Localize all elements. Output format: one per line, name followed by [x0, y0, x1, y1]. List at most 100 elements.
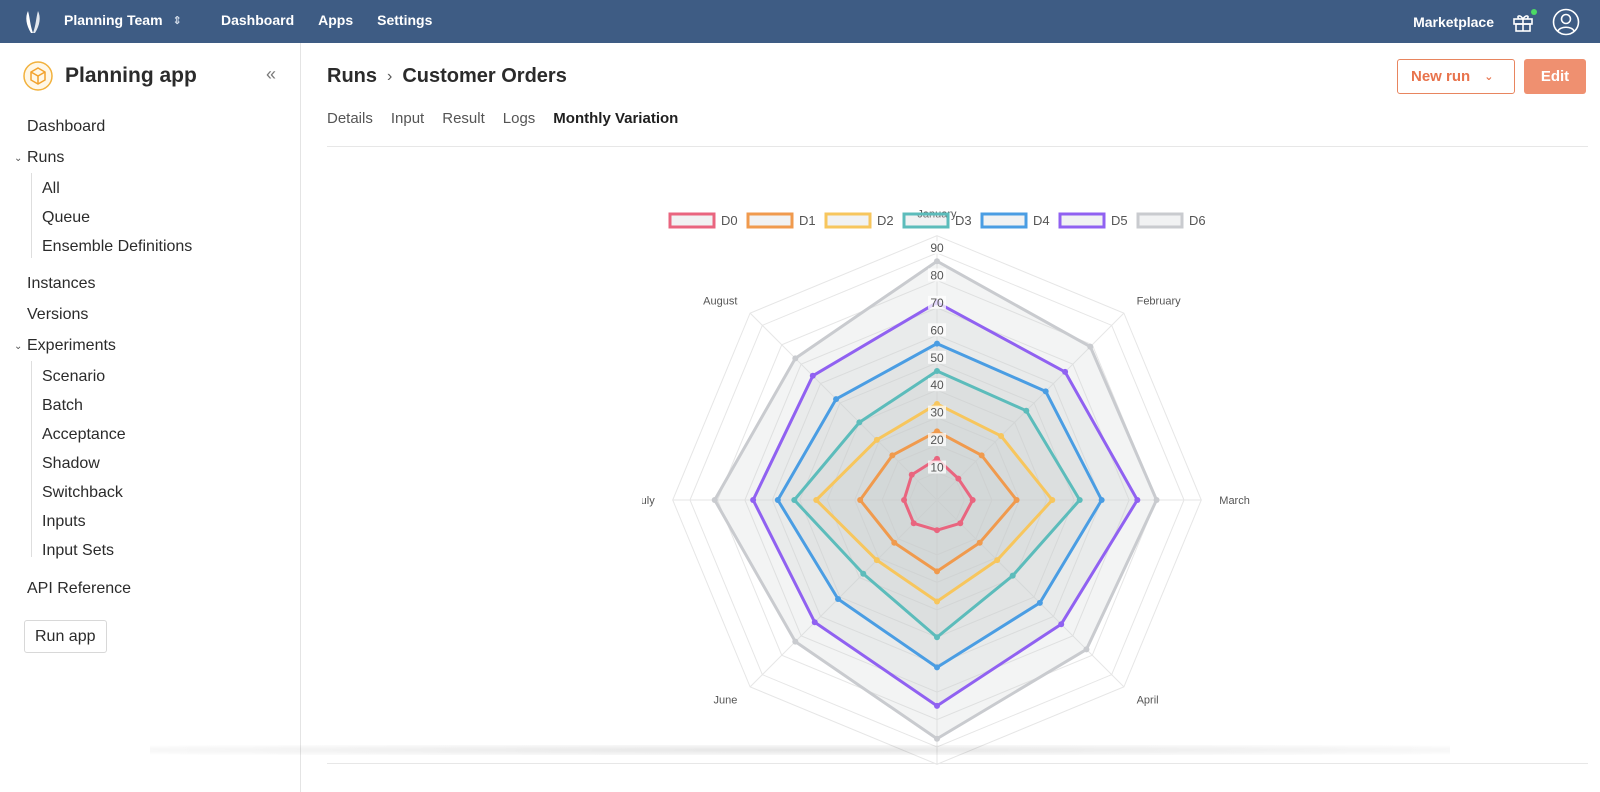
data-point — [873, 557, 880, 564]
edit-button[interactable]: Edit — [1524, 59, 1586, 94]
app-header: Planning app — [23, 61, 197, 91]
data-point — [910, 520, 917, 527]
chevron-right-icon: › — [387, 67, 393, 85]
legend-label: D4 — [1033, 213, 1050, 228]
legend-label: D6 — [1189, 213, 1206, 228]
category-label: April — [1137, 695, 1159, 707]
tick-label-bg — [928, 350, 946, 364]
data-point — [934, 368, 940, 375]
tick-label: 90 — [930, 241, 944, 255]
legend-swatch — [746, 212, 794, 229]
breadcrumb-runs[interactable]: Runs — [327, 65, 377, 87]
topnav-settings[interactable]: Settings — [377, 12, 433, 28]
topnav-dashboard[interactable]: Dashboard — [221, 12, 295, 28]
chevron-up-down-icon: ⇕ — [172, 14, 182, 27]
sidebar-item-api-reference[interactable]: API Reference — [27, 580, 132, 597]
tick-label-bg — [928, 268, 946, 282]
data-point — [901, 497, 908, 503]
data-point — [860, 570, 867, 577]
sidebar-item-versions[interactable]: Versions — [27, 306, 89, 323]
data-point — [994, 557, 1001, 564]
monthly-variation-radar-chart: 102030405060708090JanuaryFebruaryMarchAp… — [642, 209, 1250, 765]
collapse-sidebar-icon[interactable]: « — [265, 64, 276, 84]
run-app-button[interactable]: Run app — [24, 620, 107, 653]
sidebar-item-acceptance[interactable]: Acceptance — [42, 426, 126, 443]
data-point — [1049, 497, 1056, 503]
tab-input[interactable]: Input — [390, 110, 425, 127]
data-point — [908, 471, 915, 478]
data-point — [978, 452, 985, 459]
data-point — [934, 702, 940, 709]
tick-label-bg — [928, 405, 946, 419]
sidebar-item-shadow[interactable]: Shadow — [42, 455, 100, 472]
sidebar-item-runs-queue[interactable]: Queue — [42, 209, 91, 226]
tab-details[interactable]: Details — [327, 110, 373, 127]
sidebar-item-scenario[interactable]: Scenario — [42, 368, 106, 385]
sidebar-item-runs-all[interactable]: All — [42, 180, 60, 197]
data-point — [1042, 388, 1049, 395]
topnav-apps[interactable]: Apps — [318, 12, 354, 28]
data-point — [955, 475, 962, 482]
sidebar-item-dashboard[interactable]: Dashboard — [27, 118, 106, 135]
data-point — [1058, 621, 1065, 628]
chevron-down-icon[interactable]: ⌄ — [14, 341, 23, 352]
sidebar: Planning app « Dashboard ⌄ Runs All Queu… — [0, 43, 301, 792]
data-point — [711, 497, 718, 503]
gift-icon[interactable] — [1512, 9, 1537, 33]
data-point — [998, 432, 1005, 439]
data-point — [934, 258, 940, 265]
data-point — [934, 428, 940, 435]
sidebar-item-ensemble-definitions[interactable]: Ensemble Definitions — [42, 238, 193, 255]
tab-result[interactable]: Result — [442, 110, 485, 127]
grid-spoke — [749, 312, 938, 501]
brand-logo-icon[interactable] — [22, 9, 44, 35]
content-divider — [327, 763, 1588, 764]
data-point — [934, 527, 940, 534]
tick-label-bg — [928, 460, 946, 474]
sidebar-item-instances[interactable]: Instances — [27, 275, 96, 292]
sidebar-item-input-sets[interactable]: Input Sets — [42, 542, 115, 559]
data-point — [1083, 646, 1090, 653]
data-point — [1023, 407, 1030, 414]
data-point — [1076, 497, 1083, 503]
legend-label: D0 — [721, 213, 738, 228]
data-point — [857, 497, 864, 503]
legend-label: D3 — [955, 213, 972, 228]
notification-dot — [1531, 9, 1537, 15]
data-point — [750, 497, 757, 503]
team-switcher[interactable]: Planning Team ⇕ — [64, 12, 182, 28]
data-point — [1062, 368, 1069, 375]
run-tabs: Details Input Result Logs Monthly Variat… — [327, 110, 678, 127]
footer-shadow — [150, 745, 1450, 755]
data-point — [934, 735, 940, 742]
sidebar-item-inputs[interactable]: Inputs — [42, 513, 86, 530]
sidebar-item-batch[interactable]: Batch — [42, 397, 83, 414]
user-avatar-icon[interactable] — [1552, 8, 1580, 36]
category-label: June — [714, 695, 738, 707]
grid-spoke — [936, 312, 1125, 501]
tick-label: 30 — [930, 406, 944, 420]
data-point — [809, 372, 816, 379]
team-name: Planning Team — [64, 12, 163, 28]
data-point — [889, 452, 896, 459]
data-point — [934, 400, 940, 407]
sidebar-item-runs[interactable]: Runs — [27, 149, 65, 166]
tick-label: 10 — [930, 461, 944, 475]
data-point — [934, 340, 940, 347]
top-navigation-bar: Planning Team ⇕ Dashboard Apps Settings … — [0, 0, 1600, 43]
tab-logs[interactable]: Logs — [502, 110, 536, 127]
data-point — [934, 598, 940, 605]
marketplace-link[interactable]: Marketplace — [1413, 14, 1494, 30]
new-run-button[interactable]: New run ⌄ — [1397, 59, 1515, 94]
sidebar-item-switchback[interactable]: Switchback — [42, 484, 123, 501]
tick-label: 20 — [930, 433, 944, 447]
top-nav: Dashboard Apps Settings — [221, 12, 432, 28]
data-point — [1009, 572, 1016, 579]
tab-monthly-variation[interactable]: Monthly Variation — [553, 110, 679, 127]
tick-label: 70 — [930, 296, 944, 310]
data-point — [1153, 497, 1160, 503]
grid-spoke — [936, 499, 1125, 688]
sidebar-item-experiments[interactable]: Experiments — [27, 337, 116, 354]
data-point — [833, 396, 840, 403]
chevron-down-icon[interactable]: ⌄ — [14, 153, 23, 164]
